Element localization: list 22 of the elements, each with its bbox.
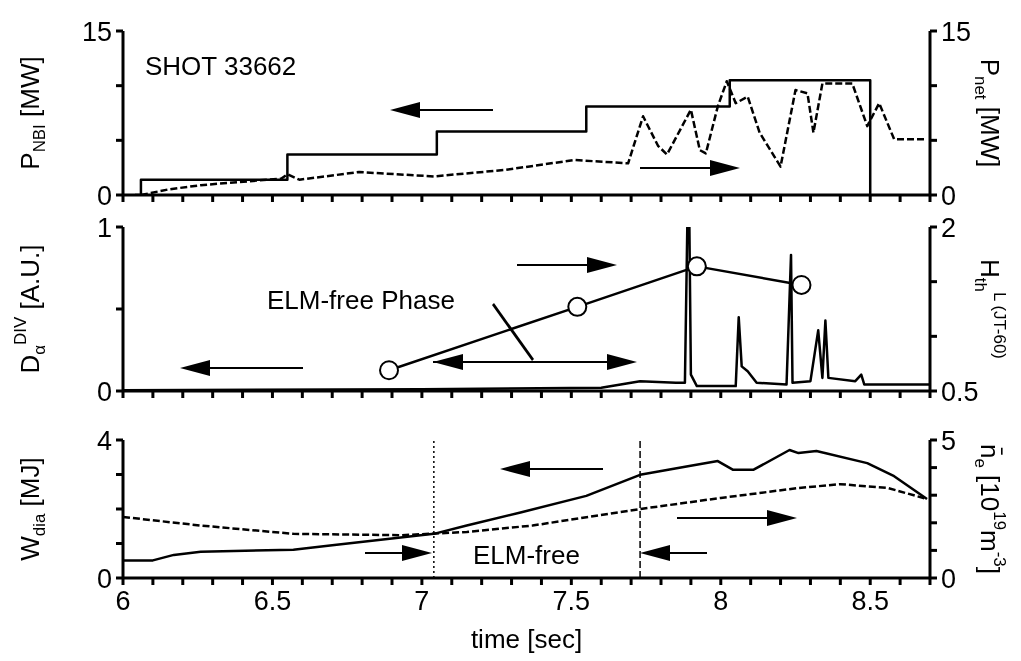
x-tick-label: 8: [713, 586, 729, 617]
y-tick-label: 15: [81, 16, 112, 47]
y-tick-label: 0: [96, 376, 112, 407]
y2-tick-label: 0: [941, 563, 957, 594]
y2-tick-label: 5: [941, 425, 957, 456]
y-tick-label: 1: [96, 212, 112, 243]
x-tick-label: 6: [115, 586, 131, 617]
y2-tick-label: 0.5: [941, 376, 979, 407]
y-tick-label: 0: [96, 180, 112, 211]
x-tick-label: 7: [414, 586, 430, 617]
y2-tick-label: 0: [941, 180, 957, 211]
y2-tick-label: 2: [941, 212, 957, 243]
x-tick-label: 7.5: [552, 586, 591, 617]
x-tick-label: 8.5: [851, 586, 889, 617]
annotation: ELM-free Phase: [267, 285, 455, 315]
annotation: SHOT 33662: [145, 51, 297, 81]
y-tick-label: 4: [96, 425, 112, 456]
x-axis-title: time [sec]: [470, 624, 583, 654]
y-tick-label: 0: [96, 563, 112, 594]
annotation: ELM-free: [473, 540, 580, 570]
x-tick-label: 6.5: [253, 586, 292, 617]
y2-tick-label: 15: [941, 16, 972, 47]
